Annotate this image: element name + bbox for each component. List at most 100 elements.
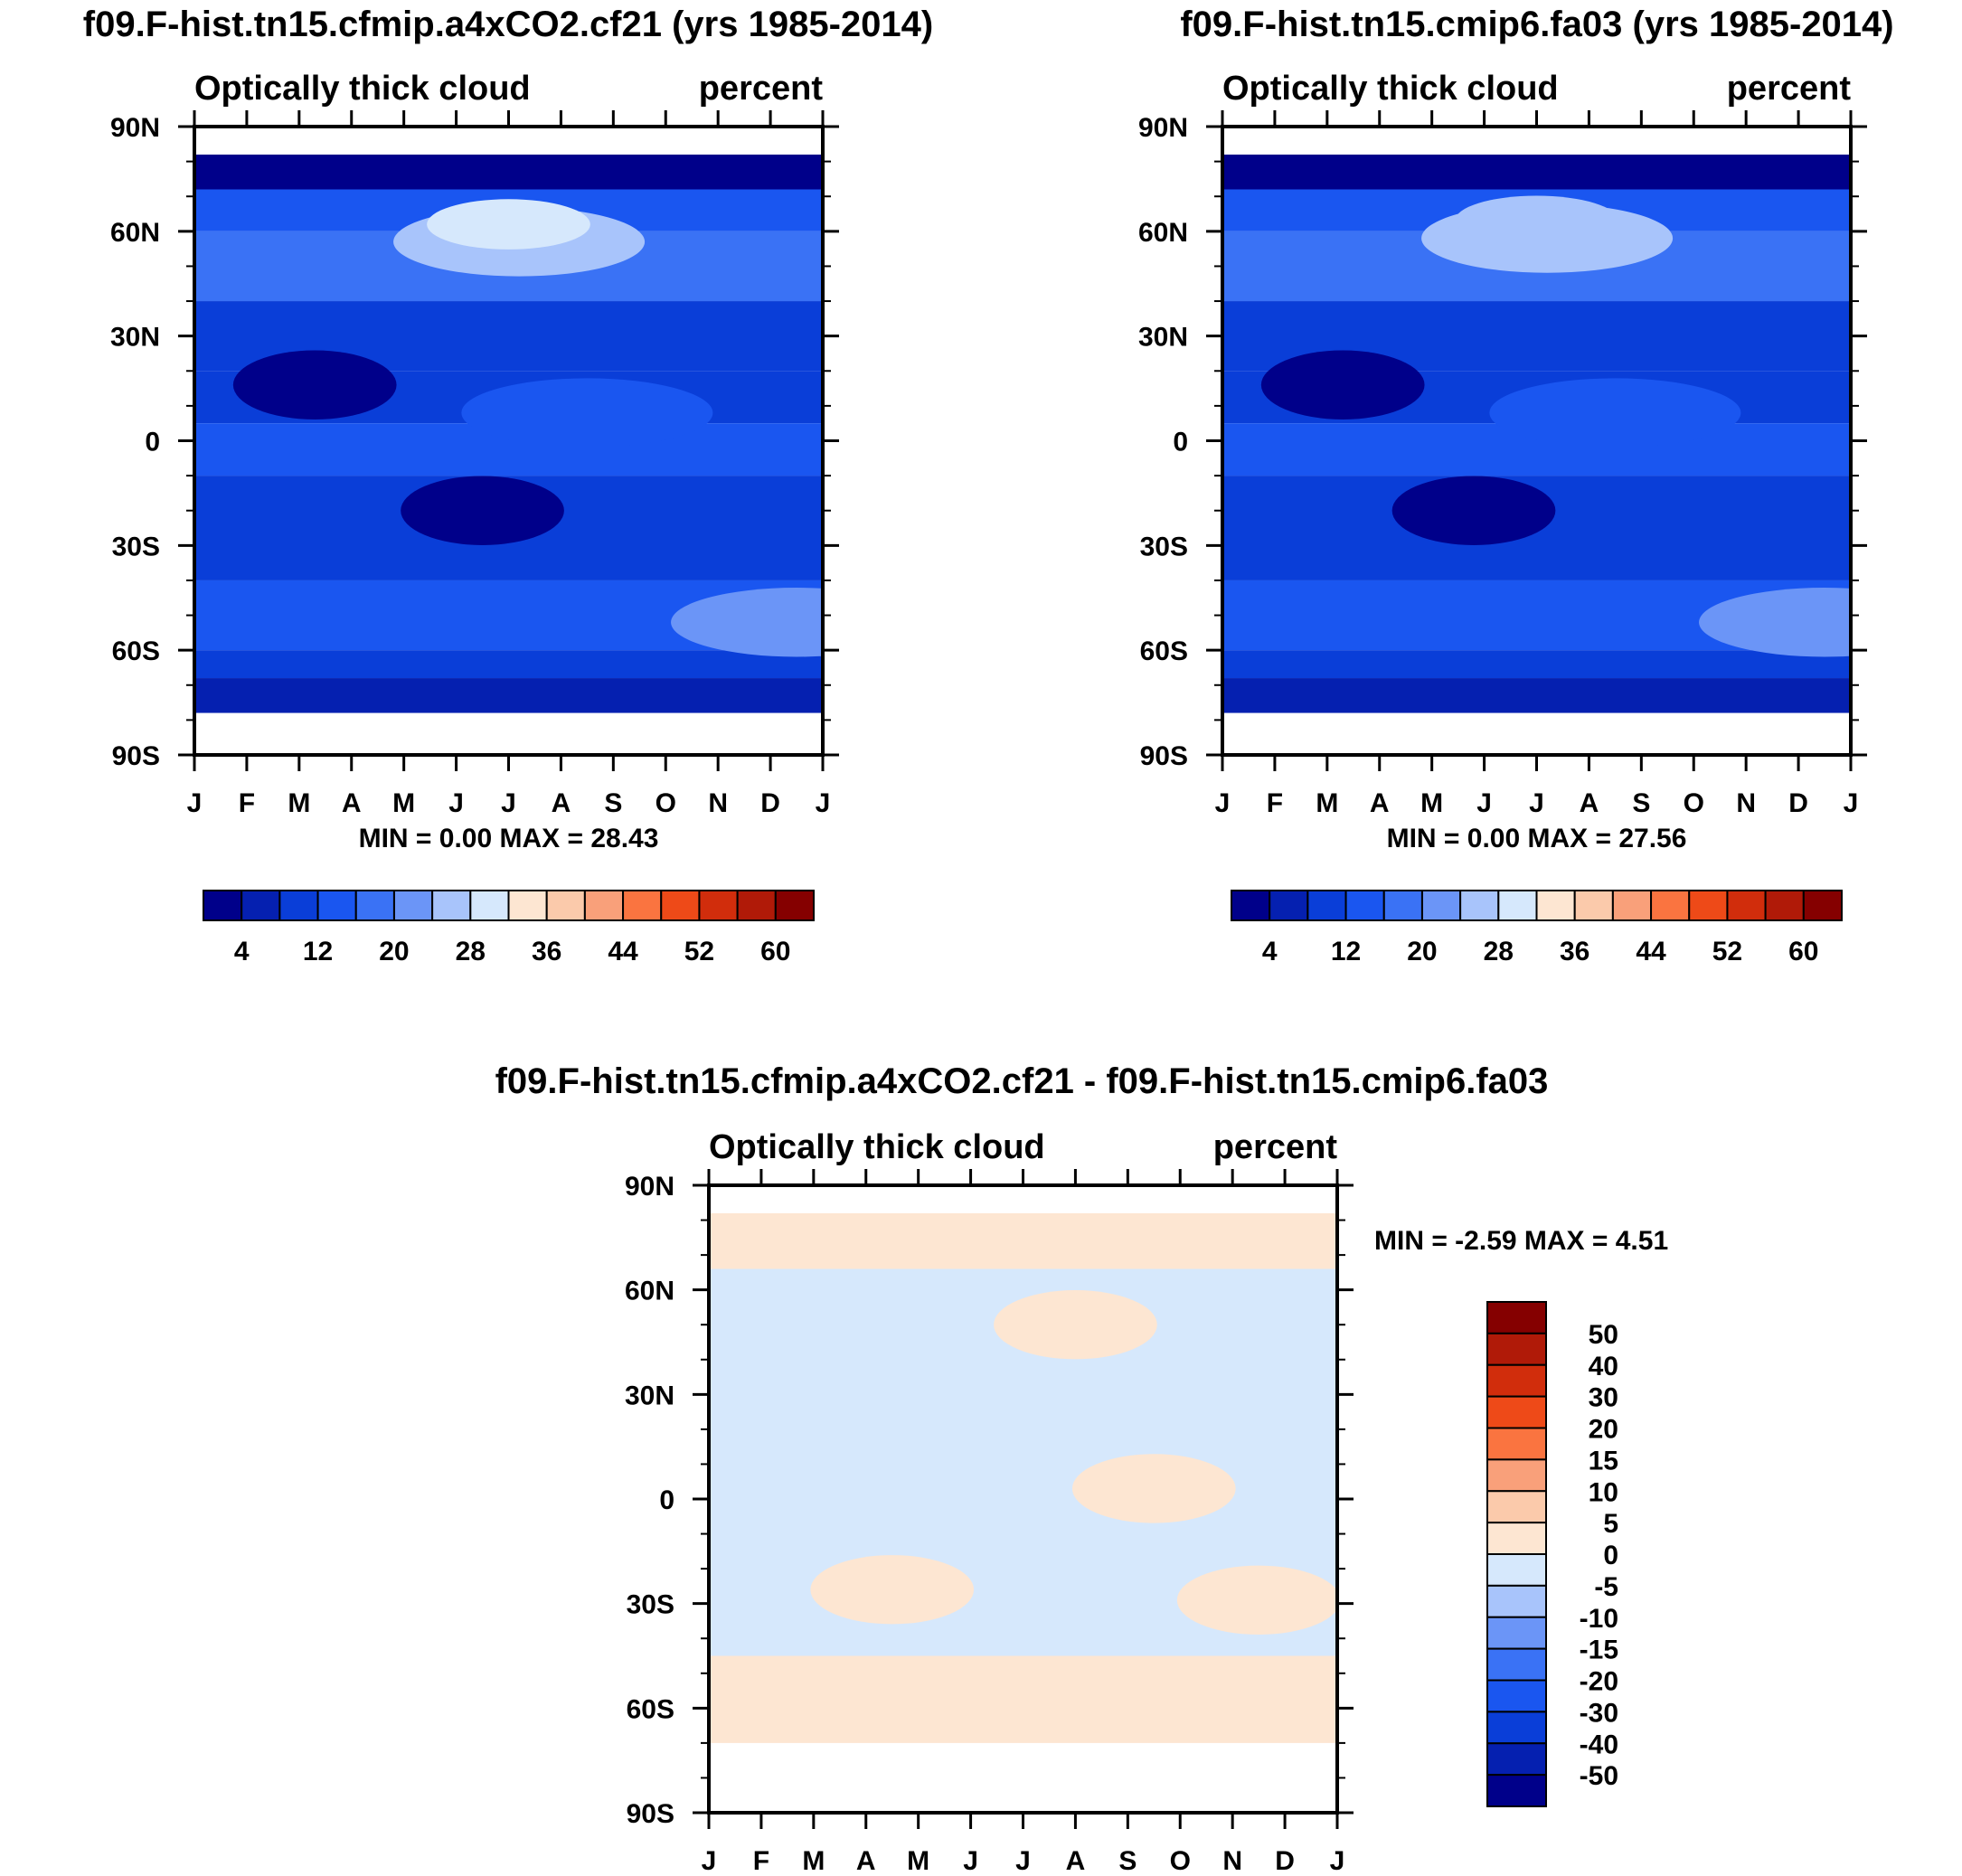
x-tick-label: J (1844, 788, 1859, 818)
contour-feature (671, 588, 823, 657)
x-tick-label: O (1684, 788, 1704, 818)
x-tick-label: M (1420, 788, 1443, 818)
y-tick-label: 60N (110, 218, 160, 248)
colorbar-box (354, 890, 395, 921)
colorbar-label: 28 (456, 937, 486, 966)
colorbar-label: 52 (684, 937, 714, 966)
x-tick-label: F (1267, 788, 1283, 818)
contour-band (709, 1655, 1337, 1743)
contour-feature (401, 476, 564, 545)
colorbar-label: 10 (1589, 1477, 1618, 1507)
colorbar-box (1688, 890, 1729, 921)
y-tick-label: 60S (1140, 636, 1188, 666)
colorbar-box (241, 890, 281, 921)
y-tick-label: 90N (1138, 113, 1188, 143)
colorbar-label: 20 (1589, 1415, 1618, 1445)
colorbar-box (1486, 1458, 1547, 1493)
contour-feature (1699, 588, 1851, 657)
contour-field (194, 127, 823, 755)
contour-band (709, 1212, 1337, 1269)
colorbar-label: 36 (532, 937, 561, 966)
colorbar-box (774, 890, 815, 921)
colorbar-label: 44 (608, 937, 638, 966)
colorbar-label: 15 (1589, 1446, 1618, 1475)
contour-band (194, 678, 823, 713)
right-string: percent (1727, 70, 1852, 108)
contour-band (1222, 154, 1851, 190)
colorbar-box (698, 890, 739, 921)
colorbar-box (1611, 890, 1653, 921)
y-tick-label: 30N (625, 1381, 674, 1410)
colorbar-box (1486, 1616, 1547, 1650)
colorbar-box (1726, 890, 1767, 921)
colorbar-box (1459, 890, 1500, 921)
colorbar-label: -5 (1594, 1572, 1618, 1602)
colorbar-box (469, 890, 510, 921)
colorbar-label: 28 (1484, 937, 1514, 966)
right-string: percent (699, 70, 824, 108)
x-tick-label: S (604, 788, 622, 818)
y-tick-label: 0 (1173, 428, 1188, 457)
x-tick-label: J (1215, 788, 1231, 818)
colorbar-box (1306, 890, 1347, 921)
colorbar-box (1344, 890, 1385, 921)
colorbar-box (1486, 1301, 1547, 1334)
colorbar-box (1231, 890, 1271, 921)
y-tick-label: 90S (112, 741, 160, 771)
colorbar-box (1650, 890, 1691, 921)
x-tick-label: O (656, 788, 676, 818)
colorbar-box (1486, 1553, 1547, 1587)
x-tick-label: J (702, 1846, 717, 1876)
colorbar: 4 12 20 28 36 44 52 60 (203, 890, 815, 966)
colorbar-box (660, 890, 701, 921)
colorbar-box (278, 890, 319, 921)
colorbar-box (507, 890, 548, 921)
right-string: percent (1213, 1128, 1338, 1166)
contour-feature (1176, 1565, 1337, 1635)
colorbar-box (1486, 1679, 1547, 1713)
x-tick-label: A (1370, 788, 1390, 818)
y-tick-label: 60N (625, 1277, 674, 1306)
x-tick-label: M (392, 788, 415, 818)
colorbar-label: 12 (303, 937, 333, 966)
x-tick-label: D (1275, 1846, 1295, 1876)
colorbar-box (1486, 1711, 1547, 1745)
x-tick-label: J (187, 788, 203, 818)
colorbar-label: 60 (1788, 937, 1818, 966)
panel-1: J F M A M J J A S O N D J90N60N30N030S60S90Sf09.F-hi… (83, 5, 933, 966)
y-tick-label: 30N (1138, 323, 1188, 353)
contour-band (1222, 650, 1851, 679)
colorbar-label: 4 (234, 937, 250, 966)
colorbar-box (1764, 890, 1805, 921)
missing-data-north (194, 127, 823, 155)
y-tick-label: 30S (112, 532, 160, 561)
colorbar-box (316, 890, 357, 921)
x-tick-label: J (501, 788, 516, 818)
colorbar-label: 5 (1603, 1509, 1618, 1539)
x-tick-label: M (802, 1846, 825, 1876)
colorbar-box (1420, 890, 1462, 921)
colorbar-label: 20 (379, 937, 409, 966)
x-tick-label: J (448, 788, 464, 818)
x-tick-label: A (856, 1846, 876, 1876)
colorbar-box (622, 890, 663, 921)
panel-title: f09.F-hist.tn15.cmip6.fa03 (yrs 1985-201… (1180, 5, 1893, 44)
missing-data-north (1222, 127, 1851, 155)
y-tick-label: 60N (1138, 218, 1188, 248)
y-tick-label: 90N (625, 1172, 674, 1202)
y-tick-label: 30S (1140, 532, 1188, 561)
missing-data-south (194, 712, 823, 755)
min-max-label: MIN = 0.00 MAX = 28.43 (359, 824, 659, 853)
contour-feature (461, 378, 713, 448)
colorbar-box (1486, 1395, 1547, 1429)
colorbar-box (1486, 1774, 1547, 1807)
y-tick-label: 0 (145, 428, 160, 457)
x-tick-label: J (1529, 788, 1544, 818)
panel-2: J F M A M J J A S O N D J90N60N30N030S60S90Sf09.F-hi… (1138, 5, 1894, 966)
colorbar-box (1486, 1742, 1547, 1777)
colorbar-box (1802, 890, 1843, 921)
contour-field (1222, 127, 1851, 755)
x-tick-label: A (1066, 1846, 1086, 1876)
colorbar-label: -10 (1580, 1604, 1618, 1634)
